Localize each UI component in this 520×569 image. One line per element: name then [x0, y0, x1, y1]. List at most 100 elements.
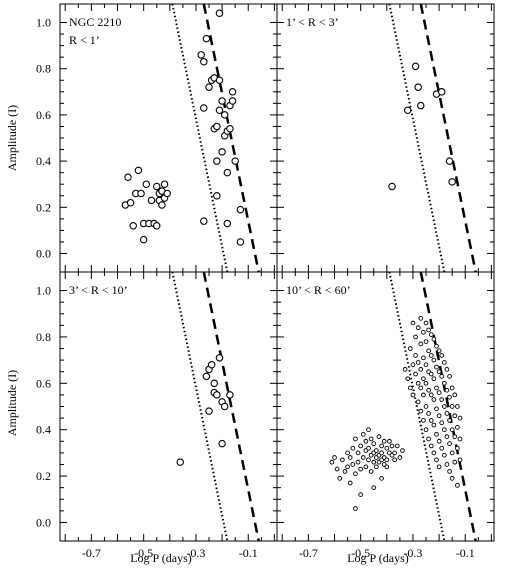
dotted-line	[388, 272, 446, 541]
data-point	[428, 443, 434, 449]
data-point	[423, 404, 429, 409]
data-point	[200, 58, 208, 66]
data-point	[228, 88, 237, 96]
data-point	[439, 353, 445, 358]
data-point	[363, 438, 369, 444]
data-point	[448, 178, 456, 186]
data-point	[213, 391, 221, 399]
y-tick-label: 0.2	[36, 200, 51, 214]
data-point	[415, 399, 421, 405]
data-point	[384, 457, 390, 463]
data-point	[176, 458, 185, 466]
data-point	[441, 360, 447, 365]
data-point	[415, 360, 421, 365]
data-point	[455, 482, 460, 488]
data-point	[431, 376, 437, 382]
data-point	[124, 173, 132, 182]
x-axis-label-left: Log P (days)	[130, 551, 192, 565]
data-point	[457, 415, 463, 421]
data-point	[353, 436, 358, 442]
scatter-points	[388, 62, 456, 191]
data-point	[228, 97, 237, 105]
data-point	[134, 166, 143, 175]
data-point	[342, 469, 348, 474]
data-point	[426, 387, 431, 393]
data-point	[423, 320, 429, 326]
data-point	[452, 459, 458, 465]
data-point	[452, 434, 458, 439]
data-point	[431, 397, 437, 402]
data-point	[439, 445, 445, 451]
data-point	[200, 104, 208, 112]
data-point	[441, 380, 447, 386]
data-point	[340, 457, 345, 463]
data-point	[428, 371, 434, 377]
data-point	[426, 327, 431, 333]
y-tick-label: 0.2	[36, 469, 51, 483]
data-point	[337, 476, 343, 481]
data-point	[434, 457, 439, 463]
data-point	[126, 198, 135, 207]
data-point	[200, 217, 208, 225]
data-point	[210, 379, 219, 388]
data-point	[410, 320, 416, 326]
data-point	[381, 438, 387, 444]
data-point	[418, 316, 424, 321]
data-point	[447, 394, 452, 400]
data-point	[202, 372, 211, 381]
data-point	[411, 62, 420, 71]
data-point	[366, 427, 371, 433]
x-tick-label: -0.5	[351, 546, 370, 560]
panels: 0.0 0.2 0.4 0.6 0.8 1.0 NGC 2210 R < 1’ 1’ < R <…	[36, 3, 495, 560]
data-point	[226, 125, 234, 133]
data-point	[426, 411, 431, 416]
data-point	[405, 376, 411, 382]
x-tick-label: -0.1	[456, 546, 475, 560]
x-tick-label: -0.1	[239, 546, 258, 560]
data-point	[449, 450, 455, 456]
panel-3: -0.7 -0.5 -0.3 -0.1 0.0 0.2 0.4 0.6 0.8 1.0 3’ < R…	[36, 271, 278, 560]
panel-2: 1’ < R < 3’	[276, 3, 495, 273]
data-point	[347, 480, 353, 486]
data-point	[350, 462, 356, 467]
data-point	[439, 420, 445, 426]
data-point	[439, 374, 445, 379]
data-point	[397, 455, 403, 460]
data-point	[379, 450, 384, 456]
y-tick-label: 0.0	[36, 515, 51, 529]
data-point	[452, 392, 458, 398]
data-point	[207, 361, 216, 369]
data-point	[428, 353, 434, 358]
data-point	[428, 392, 434, 398]
data-point	[213, 157, 221, 165]
data-point	[426, 348, 431, 354]
data-point	[421, 392, 426, 398]
data-point	[388, 182, 396, 191]
data-point	[449, 427, 455, 433]
data-point	[152, 182, 161, 191]
y-axis-label-top: Amplitude (I)	[5, 105, 19, 171]
scatter-points	[329, 316, 463, 511]
data-point	[423, 362, 429, 368]
data-point	[441, 452, 447, 458]
data-point	[366, 445, 371, 451]
data-point	[447, 441, 452, 446]
data-point	[428, 418, 434, 423]
data-point	[407, 385, 413, 391]
data-point	[366, 457, 371, 463]
panel-frame	[59, 271, 278, 542]
data-point	[213, 122, 221, 131]
data-point	[403, 106, 412, 115]
data-point	[392, 457, 398, 463]
data-point	[455, 425, 460, 430]
data-point	[226, 391, 234, 399]
data-point	[434, 364, 439, 370]
data-point	[371, 485, 377, 491]
data-point	[447, 469, 452, 474]
data-point	[444, 434, 450, 439]
panel-title: 1’ < R < 3’	[286, 15, 339, 29]
data-point	[402, 367, 408, 372]
panel-title: NGC 2210	[69, 15, 121, 29]
data-point	[457, 436, 463, 442]
data-point	[423, 339, 429, 344]
